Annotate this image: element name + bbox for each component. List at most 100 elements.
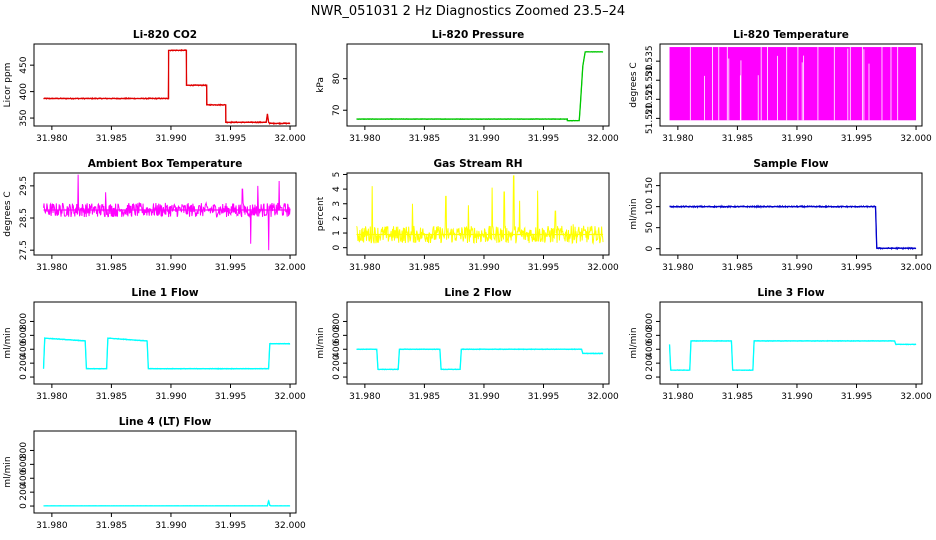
x-tick-label: 32.000 — [274, 521, 306, 531]
x-tick-label: 31.985 — [409, 134, 441, 144]
plot-area — [43, 49, 291, 126]
y-axis-label: ml/min — [629, 327, 639, 358]
plot-frame — [659, 172, 923, 256]
panel-9: Line 3 Flow ml/min 31.980 31.985 31.990 31.99… — [629, 287, 932, 402]
panel-7: Line 1 Flow ml/min 31.980 31.985 31.990 31.99… — [3, 287, 306, 402]
y-tick-label: 400 — [19, 469, 29, 486]
y-tick-label: 0 — [332, 374, 342, 380]
x-tick-label: 31.980 — [36, 392, 68, 402]
plot-frame — [33, 301, 297, 385]
series-step — [43, 49, 291, 124]
x-tick-label: 31.995 — [215, 263, 247, 273]
x-tick-label: 31.990 — [155, 263, 187, 273]
panel-title: Line 3 Flow — [757, 287, 824, 299]
y-tick-label: 100 — [645, 198, 655, 215]
y-tick-label: 50 — [645, 222, 655, 234]
y-tick-label: 400 — [19, 340, 29, 357]
y-tick-label: 0 — [19, 503, 29, 509]
series-line — [43, 49, 291, 126]
x-tick-label: 32.000 — [274, 392, 306, 402]
panel-title: Line 1 Flow — [131, 287, 198, 299]
series-line — [669, 204, 917, 251]
y-axis-label: Licor ppm — [3, 63, 13, 108]
series-step — [668, 340, 917, 371]
series-step — [43, 500, 291, 507]
x-tick-label: 31.985 — [96, 263, 128, 273]
plot-area — [356, 50, 604, 122]
x-tick-label: 31.990 — [468, 263, 500, 273]
y-axis-label: ml/min — [629, 198, 639, 229]
y-tick-label: 51.535 — [645, 45, 655, 77]
panel-title: Li-820 Pressure — [432, 29, 525, 41]
y-tick-label: 0 — [645, 246, 655, 252]
plot-area — [669, 47, 917, 121]
y-axis-label: kPa — [316, 77, 326, 93]
y-tick-label: 51.520 — [645, 102, 655, 134]
plot-frame — [346, 172, 610, 256]
x-tick-label: 32.000 — [900, 263, 932, 273]
panel-title: Li-820 CO2 — [133, 29, 197, 41]
x-tick-label: 31.995 — [841, 263, 873, 273]
plot-area — [356, 348, 604, 371]
figure-title: NWR_051031 2 Hz Diagnostics Zoomed 23.5–… — [311, 4, 625, 19]
x-tick-label: 31.995 — [215, 521, 247, 531]
x-tick-label: 32.000 — [587, 392, 619, 402]
plot-frame — [33, 43, 297, 127]
y-tick-label: 400 — [19, 83, 29, 100]
x-tick-label: 31.995 — [528, 263, 560, 273]
panel-title: Gas Stream RH — [433, 158, 522, 170]
y-tick-label: 400 — [645, 340, 655, 357]
series-step — [669, 205, 917, 249]
x-tick-label: 32.000 — [587, 263, 619, 273]
x-tick-label: 31.980 — [662, 134, 694, 144]
x-tick-label: 31.990 — [781, 392, 813, 402]
x-tick-label: 31.985 — [96, 134, 128, 144]
plot-area — [668, 339, 917, 372]
x-tick-label: 32.000 — [274, 263, 306, 273]
y-tick-label: 600 — [645, 326, 655, 343]
x-tick-label: 31.990 — [781, 263, 813, 273]
y-tick-label: 400 — [332, 340, 342, 357]
x-tick-label: 31.995 — [841, 392, 873, 402]
x-tick-label: 31.990 — [155, 134, 187, 144]
x-tick-label: 32.000 — [900, 392, 932, 402]
plot-frame — [33, 430, 297, 514]
x-tick-label: 31.995 — [528, 392, 560, 402]
panel-3: Li-820 Temperature degrees C 31.980 31.985 3… — [629, 29, 932, 144]
x-tick-label: 31.985 — [96, 521, 128, 531]
y-tick-label: 0 — [19, 374, 29, 380]
panel-1: Li-820 CO2 Licor ppm 31.980 31.985 31.990 31.… — [3, 29, 306, 144]
plot-area — [356, 175, 604, 245]
x-tick-label: 31.985 — [409, 263, 441, 273]
y-tick-label: 450 — [19, 56, 29, 73]
x-tick-label: 31.985 — [722, 263, 754, 273]
plot-frame — [659, 301, 923, 385]
plot-frame — [33, 172, 297, 256]
x-tick-label: 31.980 — [662, 392, 694, 402]
y-tick-label: 80 — [332, 73, 342, 85]
x-tick-label: 31.995 — [215, 392, 247, 402]
y-axis-label: ml/min — [316, 327, 326, 358]
panels-group: Li-820 CO2 Licor ppm 31.980 31.985 31.990 31.… — [3, 29, 932, 531]
y-tick-label: 800 — [645, 313, 655, 330]
x-tick-label: 31.990 — [781, 134, 813, 144]
series-line — [356, 50, 604, 122]
plot-area — [43, 499, 291, 507]
series-band — [669, 47, 917, 121]
y-tick-label: 200 — [19, 483, 29, 500]
x-tick-label: 31.985 — [409, 392, 441, 402]
x-tick-label: 32.000 — [274, 134, 306, 144]
x-tick-label: 31.985 — [96, 392, 128, 402]
x-tick-label: 31.985 — [722, 392, 754, 402]
series-step — [356, 51, 604, 122]
series-line — [356, 348, 604, 371]
panel-title: Line 2 Flow — [444, 287, 511, 299]
x-tick-label: 31.995 — [841, 134, 873, 144]
series-line — [43, 174, 291, 251]
y-axis-label: ml/min — [3, 456, 13, 487]
y-tick-label: 4 — [332, 186, 342, 192]
panel-title: Li-820 Temperature — [733, 29, 849, 41]
y-axis-label: percent — [316, 196, 326, 231]
x-tick-label: 32.000 — [900, 134, 932, 144]
